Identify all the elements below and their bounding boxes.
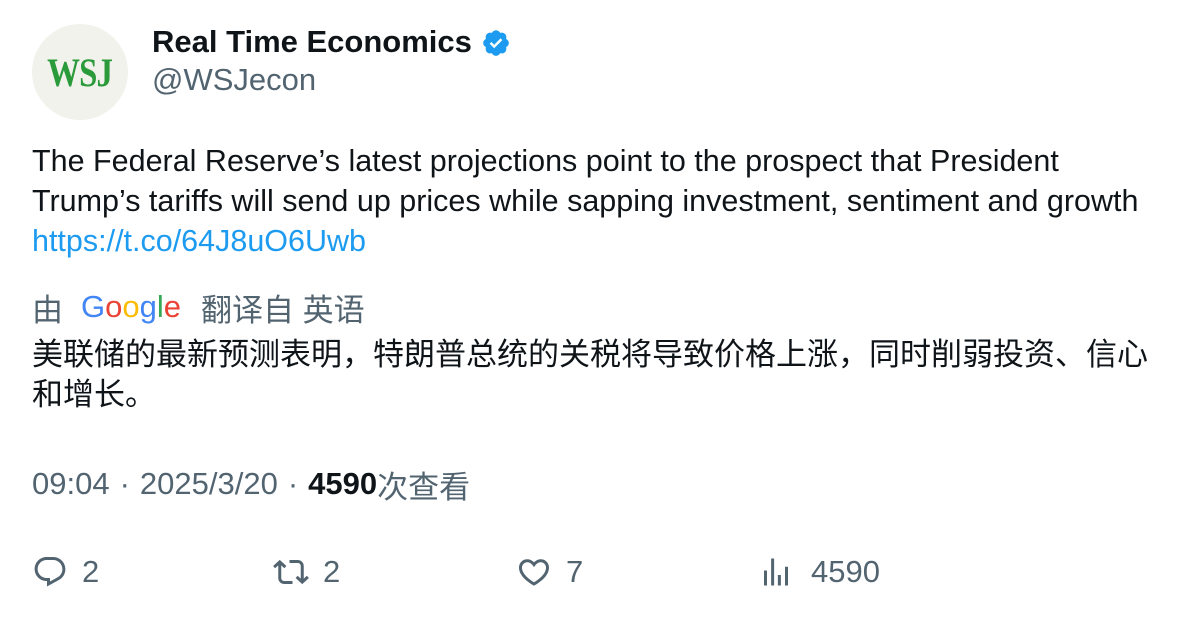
views-count-action: 4590 [811,554,880,589]
like-button[interactable]: 7 [516,550,583,594]
retweet-count: 2 [323,554,341,589]
tweet-meta: 09:04 · 2025/3/20 · 4590 次查看 [32,464,471,505]
translation-suffix: 翻译自 英语 [201,292,365,328]
retweet-button[interactable]: 2 [273,550,340,594]
svg-text:Google: Google [81,289,181,324]
tweet-time[interactable]: 09:04 [32,466,110,501]
google-logo-icon[interactable]: Google [81,287,181,327]
tweet-date[interactable]: 2025/3/20 [139,466,278,501]
meta-separator: · [287,466,299,501]
avatar[interactable]: WSJ [32,24,128,120]
reply-count: 2 [82,554,100,589]
tweet-text: The Federal Reserve’s latest projections… [32,141,1152,261]
translation-prefix: 由 [32,292,63,328]
views-label: 次查看 [377,469,471,505]
analytics-icon [764,558,788,586]
translated-text: 美联储的最新预测表明，特朗普总统的关税将导致价格上涨，同时削弱投资、信心和增长。 [32,337,1148,412]
author-handle[interactable]: @WSJecon [152,62,317,97]
views-count: 4590 [308,466,378,501]
verified-badge-icon[interactable] [481,28,511,58]
tweet-link[interactable]: https://t.co/64J8uO6Uwb [32,224,366,258]
display-name[interactable]: Real Time Economics [152,24,472,59]
reply-button[interactable]: 2 [32,550,99,594]
author-name-row: Real Time Economics [152,24,511,60]
views-button[interactable]: 4590 [758,550,880,594]
wsj-logo: WSJ [47,49,114,95]
retweet-icon [273,559,309,585]
reply-icon [34,557,66,587]
translation-attribution: 由 Google 翻译自 英语 [32,287,365,328]
like-count: 7 [566,554,584,589]
meta-separator: · [119,466,130,501]
tweet-body: The Federal Reserve’s latest projections… [32,144,1139,218]
heart-icon [518,559,550,586]
